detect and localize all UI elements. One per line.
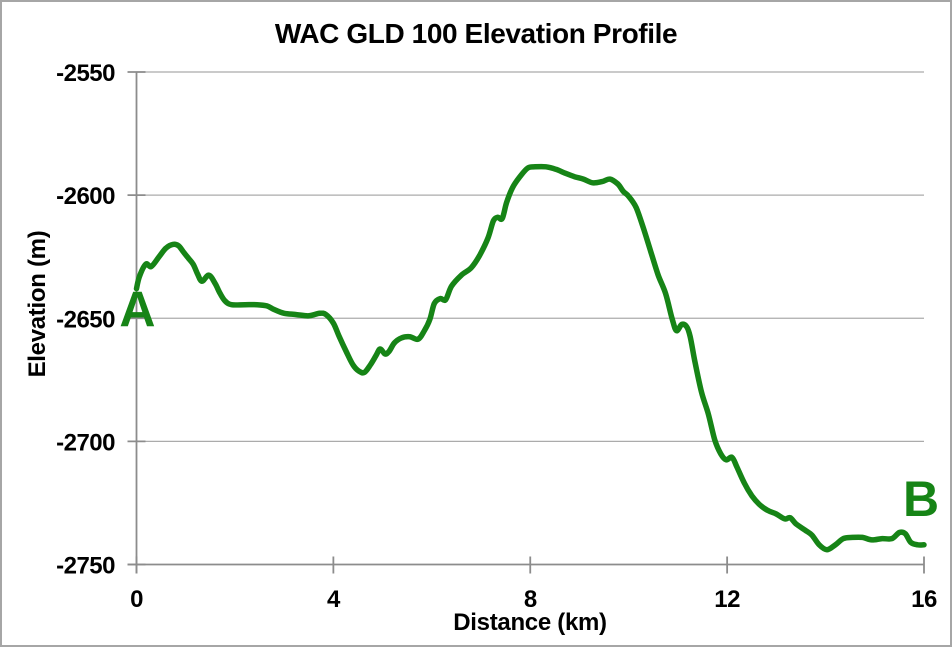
y-tick-label: -2550 [56, 60, 115, 87]
endpoint-label-b: B [903, 471, 939, 527]
y-tick-label: -2750 [56, 553, 115, 580]
x-tick-label: 16 [911, 586, 937, 613]
y-tick-label: -2650 [56, 306, 115, 333]
y-tick-label: -2600 [56, 183, 115, 210]
endpoint-label-a: A [119, 281, 155, 337]
x-axis-title: Distance (km) [453, 609, 607, 636]
x-tick-label: 12 [714, 586, 740, 613]
y-tick-label: -2700 [56, 429, 115, 456]
elevation-line [133, 163, 927, 553]
x-tick-label: 4 [327, 586, 341, 613]
chart-title: WAC GLD 100 Elevation Profile [274, 18, 678, 49]
x-tick-label: 8 [524, 586, 537, 613]
x-tick-label: 0 [130, 586, 143, 613]
